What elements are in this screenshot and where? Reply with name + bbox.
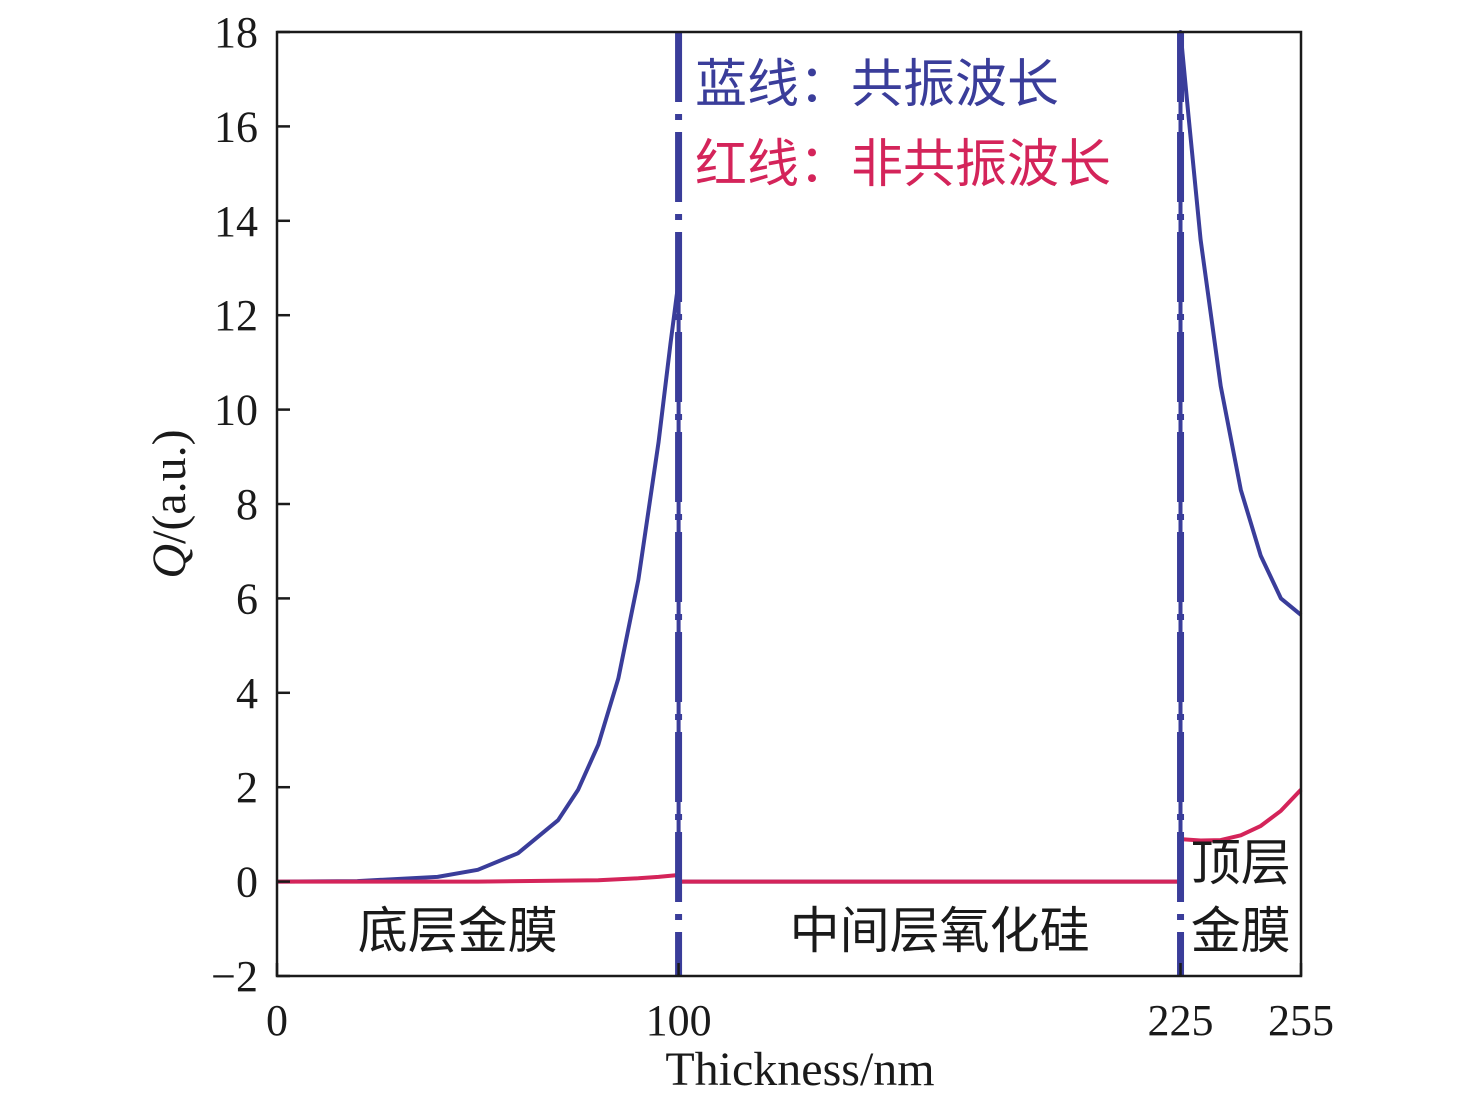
y-tick-label: 18 bbox=[214, 8, 258, 57]
region-label: 金膜 bbox=[1191, 902, 1291, 960]
y-axis-title-unit: /(a.u.) bbox=[143, 429, 196, 544]
y-axis-title: Q/(a.u.) bbox=[143, 429, 196, 578]
y-tick-label: 16 bbox=[214, 102, 258, 151]
y-tick-label: −2 bbox=[211, 952, 258, 1001]
series-line-1 bbox=[277, 788, 1303, 884]
x-tick-label: 0 bbox=[266, 996, 288, 1045]
legend-entry: 蓝线：共振波长 bbox=[695, 55, 1059, 115]
x-axis-title: Thickness/nm bbox=[665, 1043, 934, 1096]
legend-entry: 红线：非共振波长 bbox=[695, 135, 1111, 195]
y-tick-label: 2 bbox=[236, 763, 258, 812]
x-tick-label: 255 bbox=[1268, 996, 1334, 1045]
region-label: 中间层氧化硅 bbox=[790, 902, 1090, 960]
y-tick-label: 10 bbox=[214, 386, 258, 435]
y-tick-label: 14 bbox=[214, 197, 258, 246]
y-axis-title-italic: Q bbox=[143, 544, 196, 579]
region-label: 底层金膜 bbox=[358, 902, 558, 960]
region-label: 顶层 bbox=[1191, 834, 1291, 892]
x-tick-label: 100 bbox=[646, 996, 712, 1045]
y-tick-label: 12 bbox=[214, 291, 258, 340]
x-ticks-layer: 0 100 225 255 bbox=[266, 963, 1334, 1045]
y-tick-label: 4 bbox=[236, 669, 258, 718]
y-tick-label: 0 bbox=[236, 858, 258, 907]
y-tick-label: 8 bbox=[236, 480, 258, 529]
y-ticks-layer: −2 0 2 4 6 8 10 12 14 16 18 bbox=[211, 8, 290, 1001]
boundary-lines-layer bbox=[675, 32, 1185, 976]
y-tick-label: 6 bbox=[236, 574, 258, 623]
x-tick-label: 225 bbox=[1148, 996, 1214, 1045]
